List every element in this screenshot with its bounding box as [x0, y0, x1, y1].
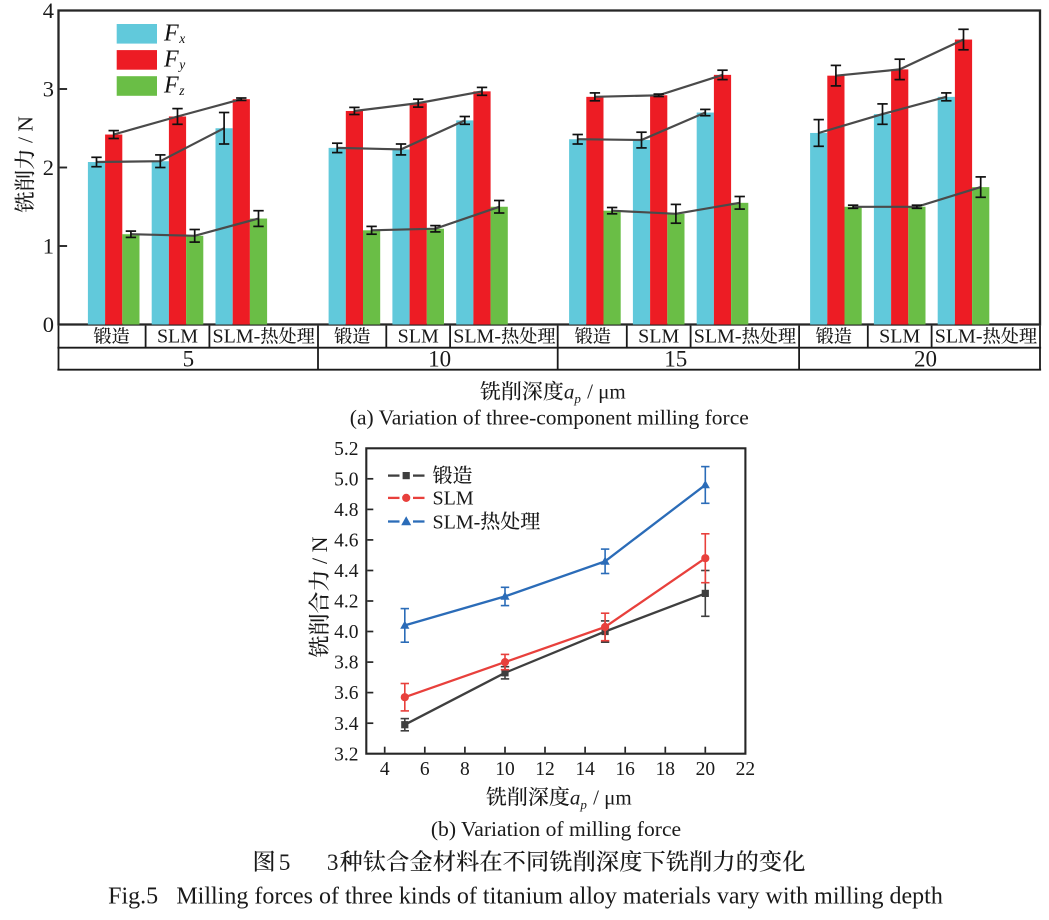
svg-text:15: 15: [664, 347, 687, 372]
svg-text:z: z: [178, 83, 185, 98]
svg-text:5: 5: [183, 347, 195, 372]
svg-text:4.4: 4.4: [334, 561, 359, 582]
svg-text:/ N: / N: [14, 116, 38, 149]
svg-text:8: 8: [460, 759, 470, 780]
svg-text:5.0: 5.0: [334, 469, 358, 490]
svg-text:3.6: 3.6: [334, 683, 359, 704]
svg-text:3.8: 3.8: [334, 653, 358, 674]
svg-text:F: F: [163, 20, 179, 46]
svg-text:0: 0: [43, 312, 54, 337]
svg-text:3.4: 3.4: [334, 714, 359, 735]
svg-text:14: 14: [575, 759, 595, 780]
svg-text:p: p: [579, 797, 587, 812]
svg-text:5.2: 5.2: [334, 439, 358, 460]
svg-text:F: F: [163, 47, 179, 73]
svg-text:3: 3: [327, 850, 339, 876]
svg-text:4.8: 4.8: [334, 500, 358, 521]
svg-text:20: 20: [914, 347, 937, 372]
svg-text:5: 5: [279, 850, 291, 876]
svg-text:4: 4: [380, 759, 390, 780]
svg-text:3: 3: [43, 77, 54, 102]
svg-text:2: 2: [43, 155, 54, 180]
svg-text:18: 18: [656, 759, 676, 780]
svg-text:SLM: SLM: [398, 326, 439, 348]
svg-text:4.2: 4.2: [334, 592, 358, 613]
svg-text:10: 10: [495, 759, 515, 780]
svg-text:Fig.5: Fig.5: [108, 884, 158, 910]
svg-text:/ μm: / μm: [588, 785, 632, 809]
svg-text:a: a: [564, 380, 575, 404]
svg-text:4.6: 4.6: [334, 531, 359, 552]
svg-text:12: 12: [535, 759, 555, 780]
svg-text:/ N: / N: [307, 536, 332, 569]
svg-text:3.2: 3.2: [334, 744, 358, 765]
svg-text:SLM-: SLM-: [694, 326, 742, 348]
svg-text:SLM-: SLM-: [213, 326, 261, 348]
svg-text:SLM-: SLM-: [453, 326, 501, 348]
svg-text:p: p: [573, 391, 581, 406]
svg-text:10: 10: [428, 347, 451, 372]
svg-text:1: 1: [43, 234, 54, 259]
svg-text:SLM: SLM: [433, 488, 474, 510]
svg-text:SLM: SLM: [157, 326, 198, 348]
svg-text:(b) Variation of milling force: (b) Variation of milling force: [431, 817, 681, 841]
svg-text:F: F: [163, 73, 179, 99]
svg-text:SLM-: SLM-: [935, 326, 983, 348]
svg-text:x: x: [178, 31, 185, 46]
svg-text:y: y: [177, 57, 185, 72]
svg-text:SLM: SLM: [879, 326, 920, 348]
svg-text:SLM: SLM: [638, 326, 679, 348]
svg-text:Milling forces of three kinds: Milling forces of three kinds of titaniu…: [176, 884, 943, 910]
svg-text:4.0: 4.0: [334, 622, 358, 643]
svg-text:/ μm: / μm: [582, 380, 626, 404]
svg-text:22: 22: [736, 759, 756, 780]
svg-text:16: 16: [615, 759, 635, 780]
svg-text:a: a: [570, 785, 581, 809]
svg-text:(a) Variation of three-compone: (a) Variation of three-component milling…: [350, 406, 749, 430]
svg-text:SLM-: SLM-: [433, 511, 481, 533]
svg-text:6: 6: [420, 759, 430, 780]
svg-text:20: 20: [696, 759, 716, 780]
svg-text:4: 4: [43, 0, 54, 23]
